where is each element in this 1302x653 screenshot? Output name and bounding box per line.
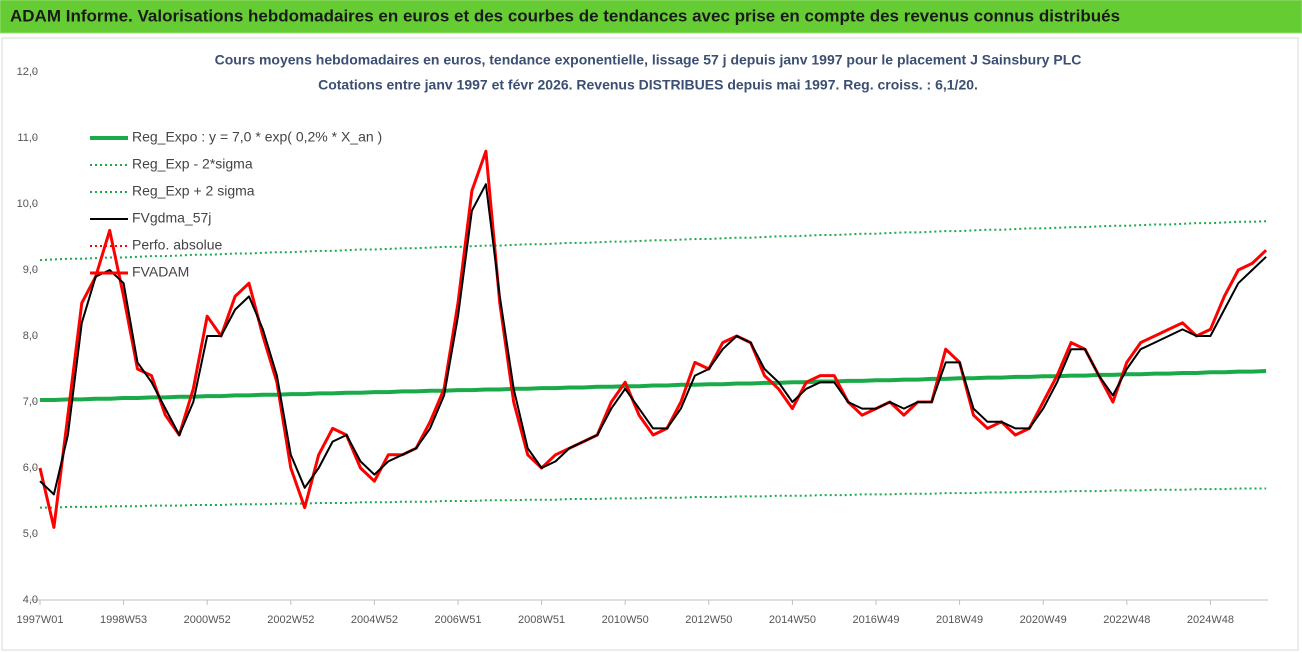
chart-subtitle: Cotations entre janv 1997 et févr 2026. … — [318, 77, 978, 93]
x-tick-label: 2010W50 — [602, 614, 649, 626]
x-tick-label: 2002W52 — [267, 614, 314, 626]
y-tick-label: 5,0 — [23, 528, 38, 540]
chart-title: Cours moyens hebdomadaires en euros, ten… — [215, 52, 1082, 68]
legend-label: FVgdma_57j — [132, 210, 211, 226]
series-line — [38, 149, 1268, 529]
y-tick-label: 11,0 — [17, 132, 38, 144]
legend-label: Reg_Exp - 2*sigma — [132, 156, 253, 172]
x-tick-label: 2016W49 — [852, 614, 899, 626]
header-title: ADAM Informe. Valorisations hebdomadaire… — [10, 6, 1120, 25]
x-tick-label: 1997W01 — [16, 614, 63, 626]
legend-label: FVADAM — [132, 264, 189, 280]
y-tick-label: 6,0 — [23, 462, 38, 474]
x-tick-label: 2004W52 — [351, 614, 398, 626]
legend-label: Perfo. absolue — [132, 237, 222, 253]
series-line — [40, 487, 1267, 509]
series-line — [39, 220, 1267, 262]
y-tick-label: 8,0 — [23, 330, 38, 342]
series-line — [40, 369, 1267, 402]
x-tick-label: 1998W53 — [100, 614, 147, 626]
x-tick-label: 2006W51 — [434, 614, 481, 626]
y-tick-label: 10,0 — [17, 198, 38, 210]
x-tick-label: 2008W51 — [518, 614, 565, 626]
legend-label: Reg_Expo : y = 7,0 * exp( 0,2% * X_an ) — [132, 129, 382, 145]
x-tick-label: 2022W48 — [1103, 614, 1150, 626]
chart-frame — [1, 37, 1299, 651]
x-tick-label: 2012W50 — [685, 614, 732, 626]
y-tick-label: 4,0 — [23, 594, 38, 606]
y-tick-label: 9,0 — [23, 264, 38, 276]
legend-label: Reg_Exp + 2 sigma — [132, 183, 255, 199]
x-tick-label: 2018W49 — [936, 614, 983, 626]
y-tick-label: 7,0 — [23, 396, 38, 408]
series-line — [39, 183, 1267, 496]
x-tick-label: 2024W48 — [1187, 614, 1234, 626]
x-tick-label: 2014W50 — [769, 614, 816, 626]
x-tick-label: 2000W52 — [184, 614, 231, 626]
y-tick-label: 12,0 — [17, 66, 38, 78]
x-tick-label: 2020W49 — [1020, 614, 1067, 626]
header-bar — [0, 0, 1302, 34]
